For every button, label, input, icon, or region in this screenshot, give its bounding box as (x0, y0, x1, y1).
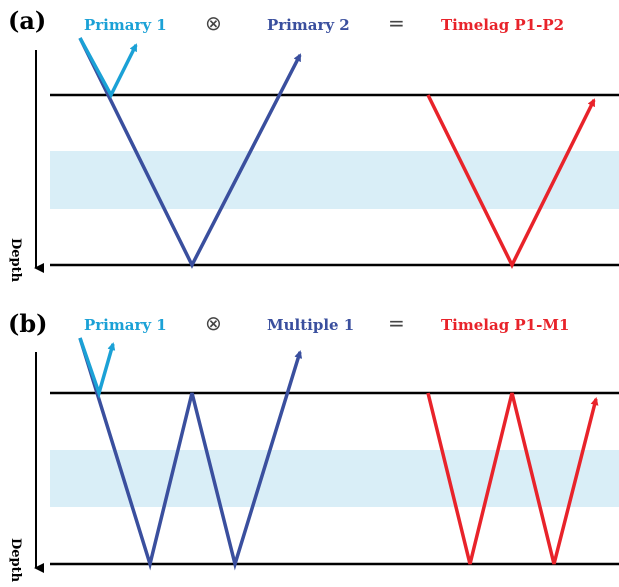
panel-a-primary1-raypath (78, 37, 138, 99)
panel-b-equals-operator: = (388, 311, 405, 335)
panel-b-multiple1-label: Multiple 1 (267, 316, 354, 334)
panel-b-primary1-label: Primary 1 (84, 316, 167, 334)
panel-b-timelag-label: Timelag P1-M1 (441, 316, 569, 334)
panel-b-depth-label: Depth (8, 538, 23, 583)
panel-a-primary1-label: Primary 1 (84, 16, 167, 34)
panel-b-label: (b) (8, 309, 48, 338)
panel-b-correlation-operator: ⊗ (205, 311, 222, 335)
panel-a: (a) Primary 1 ⊗ Primary 2 = Timelag P1-P… (8, 6, 619, 283)
panel-b-multiple1-raypath (78, 337, 303, 571)
panel-b-primary1-raypath (78, 337, 116, 399)
panel-a-timelag-raypath (426, 94, 596, 269)
panel-a-layer-band (50, 151, 619, 209)
panel-a-primary2-raypath (78, 37, 302, 269)
panel-a-depth-label: Depth (8, 238, 23, 283)
panel-a-primary2-label: Primary 2 (267, 16, 350, 34)
panel-b: (b) Primary 1 ⊗ Multiple 1 = Timelag P1-… (8, 309, 619, 583)
panel-b-layer-band (50, 450, 619, 507)
panel-a-correlation-operator: ⊗ (205, 11, 222, 35)
panel-a-label: (a) (8, 6, 46, 35)
panel-a-timelag-label: Timelag P1-P2 (441, 16, 564, 34)
panel-a-equals-operator: = (388, 11, 405, 35)
panel-b-timelag-raypath (426, 392, 599, 565)
